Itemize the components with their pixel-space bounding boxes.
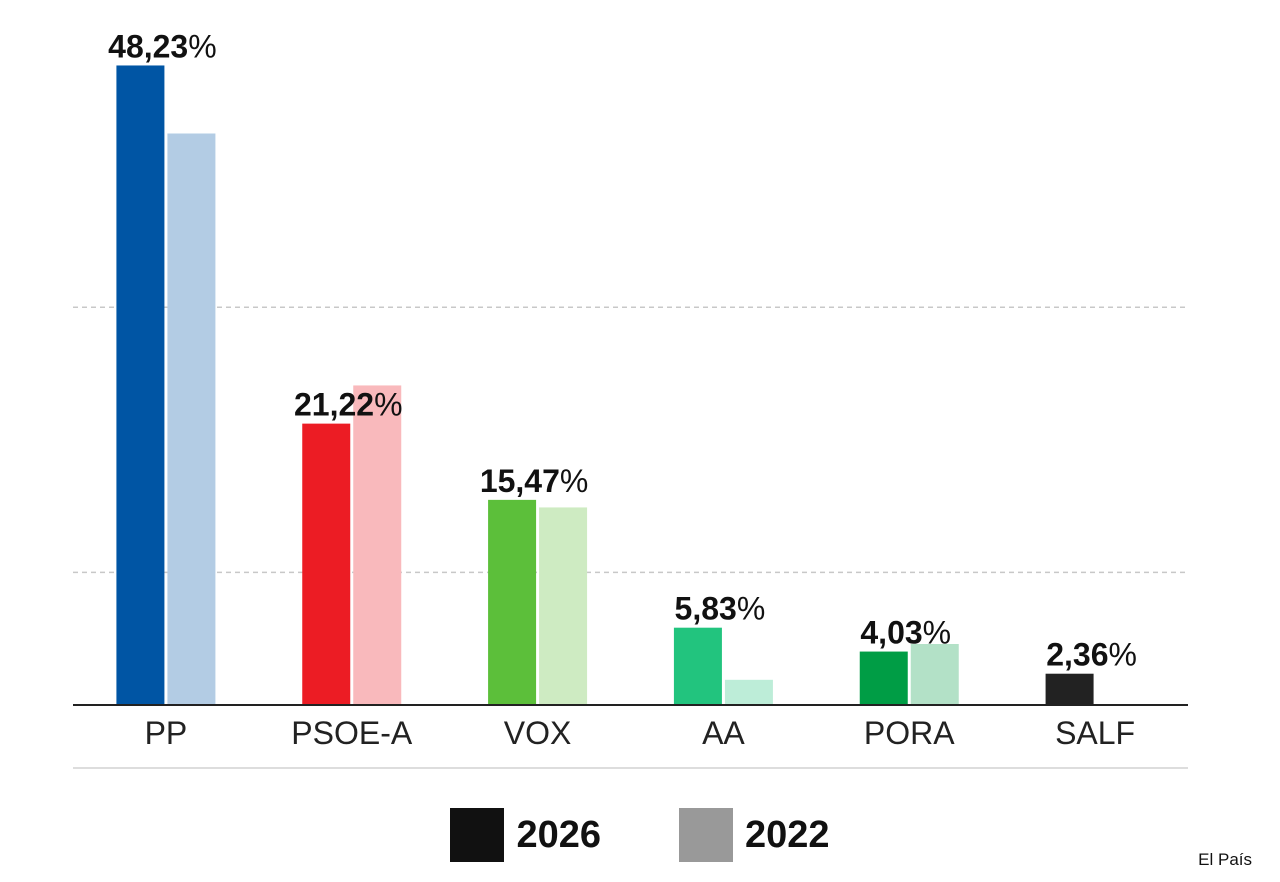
category-label-pora: PORA xyxy=(864,715,955,751)
source-credit: El País xyxy=(1198,850,1252,869)
category-label-vox: VOX xyxy=(504,715,572,751)
bars xyxy=(116,65,1094,705)
bar-chart: 48,23% 21,22% 15,47% 5,83% 4,03% 2,36% PP PSOE… xyxy=(73,28,1188,769)
value-label-salf: 2,36% xyxy=(1046,637,1137,673)
legend-swatch-2026 xyxy=(450,808,505,862)
bar-2026-pp xyxy=(116,65,165,705)
bar-2022-pora xyxy=(910,644,959,705)
legend: 2026 2022 xyxy=(0,808,1280,862)
bar-2026-pora xyxy=(859,651,908,705)
category-label-psoe-a: PSOE-A xyxy=(291,715,413,751)
category-labels: PP PSOE-A VOX AA PORA SALF xyxy=(145,715,1136,751)
bar-2022-pp xyxy=(167,133,216,705)
value-label-pp: 48,23% xyxy=(108,28,217,64)
category-label-aa: AA xyxy=(702,715,745,751)
legend-item-2026: 2026 xyxy=(450,808,601,862)
value-labels: 48,23% 21,22% 15,47% 5,83% 4,03% 2,36% xyxy=(108,28,1137,672)
legend-item-2022: 2022 xyxy=(679,808,830,862)
legend-label-2026: 2026 xyxy=(516,813,601,856)
value-label-psoe-a: 21,22% xyxy=(294,387,403,423)
bar-2026-salf xyxy=(1045,673,1094,705)
bar-2026-psoe-a xyxy=(302,423,351,705)
legend-label-2022: 2022 xyxy=(745,813,830,856)
bar-2026-aa xyxy=(673,627,722,705)
legend-swatch-2022 xyxy=(679,808,733,862)
gridlines xyxy=(73,306,1188,574)
value-label-pora: 4,03% xyxy=(860,615,951,651)
category-label-salf: SALF xyxy=(1055,715,1135,751)
bar-2022-aa xyxy=(724,679,773,705)
bar-2022-psoe-a xyxy=(353,385,402,705)
bar-2022-vox xyxy=(539,507,588,705)
value-label-aa: 5,83% xyxy=(675,591,766,627)
value-label-vox: 15,47% xyxy=(480,463,589,499)
category-label-pp: PP xyxy=(145,715,188,751)
bar-2026-vox xyxy=(488,499,537,705)
